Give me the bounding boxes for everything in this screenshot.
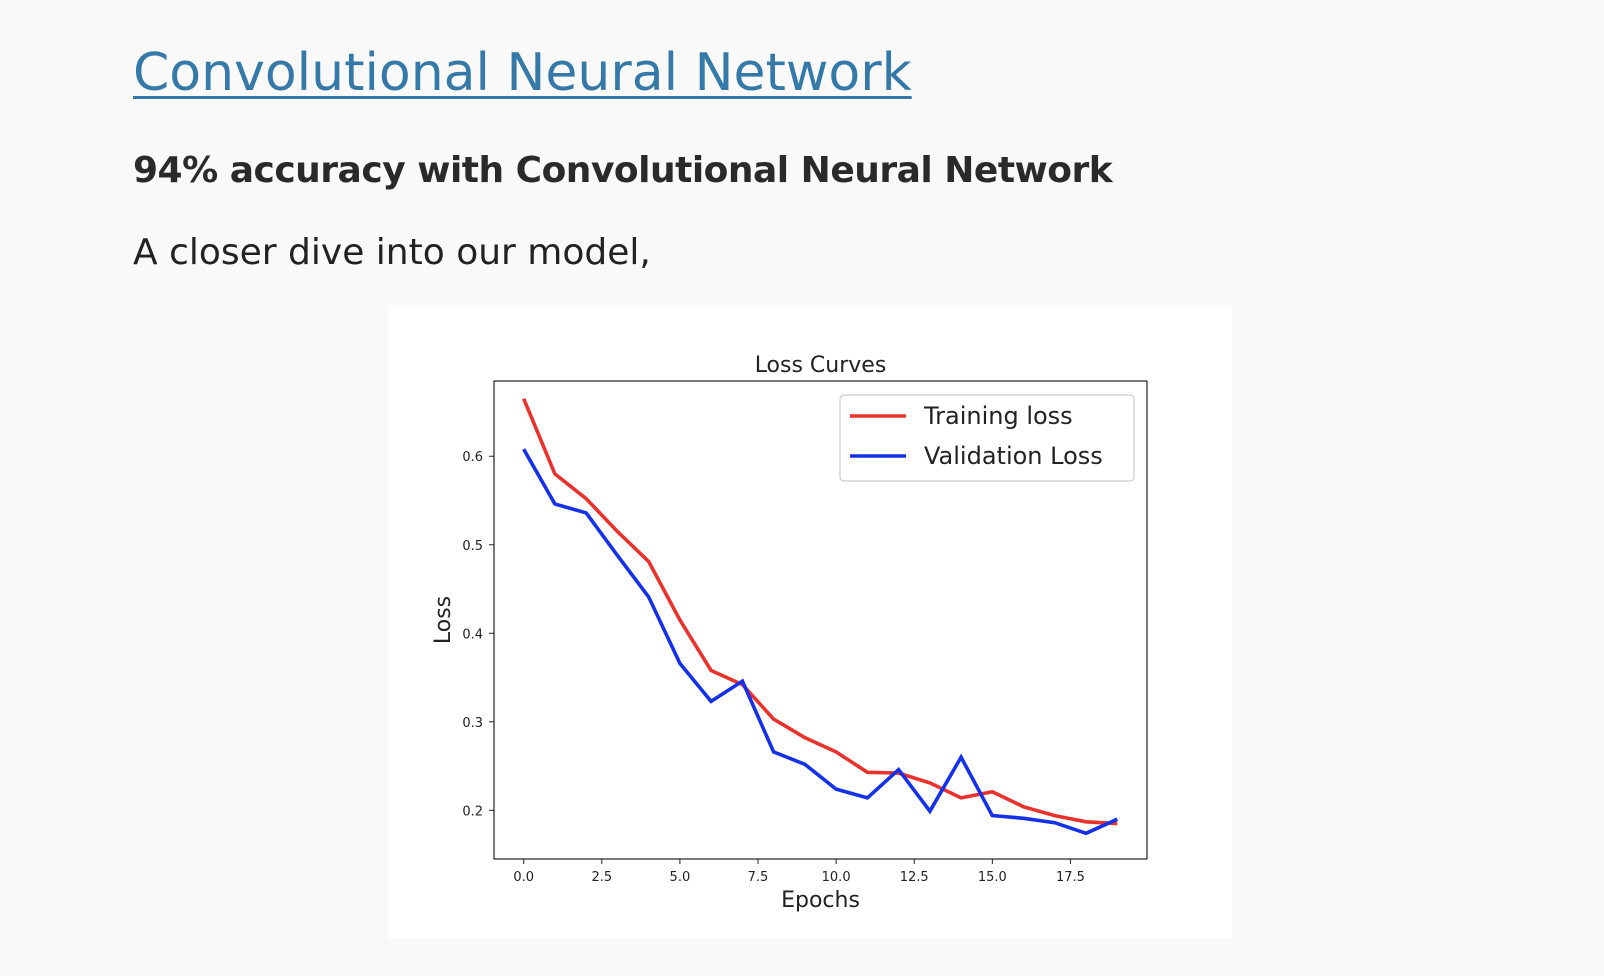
legend-label: Training loss [923,402,1073,430]
title-link[interactable]: Convolutional Neural Network [133,43,912,103]
x-tick-label: 17.5 [1056,870,1085,885]
legend-label: Validation Loss [924,442,1103,470]
y-tick-label: 0.5 [462,539,483,554]
x-tick-label: 2.5 [591,870,612,885]
x-tick-label: 0.0 [513,870,534,885]
x-tick-label: 12.5 [900,870,929,885]
legend [839,394,1135,482]
loss-chart: Loss Curves 0.0 2.5 5.0 7.5 10.0 12.5 15.0 17.5 0… [431,353,1148,913]
loss-chart-figure: Loss Curves 0.0 2.5 5.0 7.5 10.0 12.5 15.0 17.5 0… [388,305,1232,939]
intro-paragraph: A closer dive into our model, [133,232,651,273]
series-line-validation [522,448,1119,836]
chart-title: Loss Curves [755,353,887,378]
x-tick-label: 10.0 [822,870,851,885]
x-tick-label: 5.0 [670,870,691,885]
plot-frame [493,380,1148,860]
y-tick-label: 0.3 [462,716,483,731]
subheading: 94% accuracy with Convolutional Neural N… [133,150,1113,191]
x-tick-label: 15.0 [978,870,1007,885]
y-axis-label: Loss [431,596,456,644]
series-line-training [522,398,1118,826]
x-axis-label: Epochs [781,888,860,913]
legend-box [839,394,1135,482]
x-tick-label: 7.5 [748,870,769,885]
y-tick-label: 0.6 [462,450,483,465]
y-tick-label: 0.4 [462,627,483,642]
y-tick-label: 0.2 [462,804,483,819]
